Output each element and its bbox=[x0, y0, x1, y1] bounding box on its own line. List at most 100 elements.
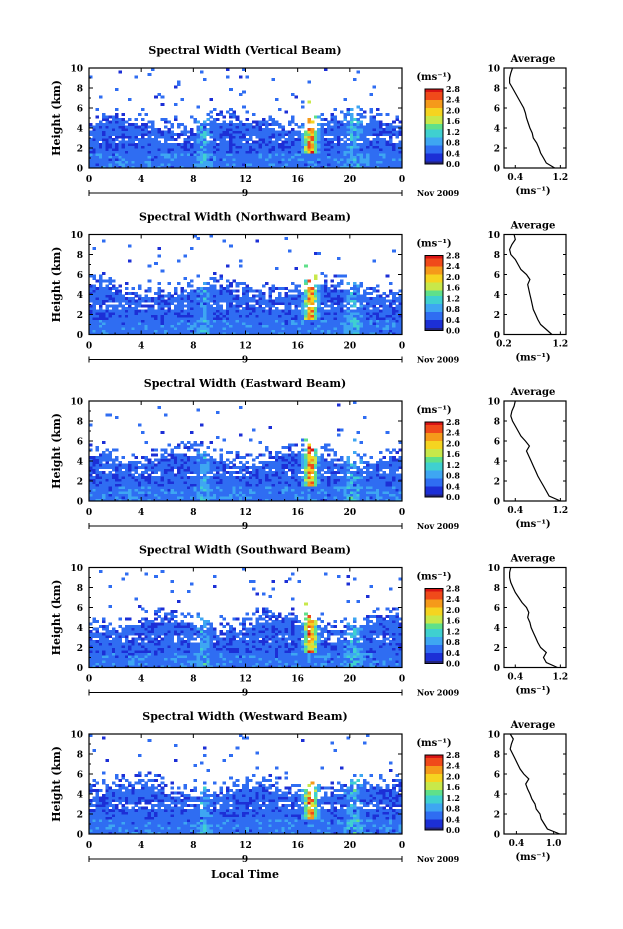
heatmap-cell bbox=[313, 252, 318, 255]
heatmap-cell bbox=[111, 307, 116, 310]
heatmap-cell bbox=[150, 304, 155, 308]
heatmap-cell bbox=[330, 165, 334, 169]
heatmap-cell bbox=[304, 155, 308, 159]
heatmap-cell bbox=[95, 493, 100, 497]
heatmap-cell bbox=[268, 314, 272, 318]
heatmap-cell bbox=[304, 289, 308, 293]
heatmap-cell bbox=[304, 143, 308, 146]
heatmap-cell bbox=[398, 133, 403, 136]
heatmap-cell bbox=[388, 158, 393, 161]
heatmap-cell bbox=[268, 138, 272, 141]
heatmap-cell bbox=[118, 125, 122, 129]
heatmap-cell bbox=[225, 319, 230, 323]
heatmap-cell bbox=[173, 160, 178, 164]
heatmap-cell bbox=[225, 307, 230, 310]
heatmap-cell bbox=[147, 73, 152, 76]
heatmap-cell bbox=[216, 486, 220, 489]
heatmap-cell bbox=[92, 292, 96, 295]
heatmap-cell bbox=[163, 491, 168, 494]
heatmap-cell bbox=[284, 483, 289, 487]
heatmap-cell bbox=[190, 130, 194, 134]
heatmap-cell bbox=[274, 478, 279, 482]
heatmap-cell bbox=[160, 312, 165, 315]
heatmap-cell bbox=[268, 143, 272, 146]
heatmap-cell bbox=[229, 165, 233, 169]
heatmap-cell bbox=[134, 309, 139, 313]
heatmap-cell bbox=[248, 153, 253, 156]
heatmap-cell bbox=[265, 133, 269, 136]
heatmap-cell bbox=[144, 478, 148, 482]
heatmap-cell bbox=[284, 237, 289, 240]
heatmap-cell bbox=[300, 476, 305, 479]
heatmap-cell bbox=[304, 481, 308, 484]
heatmap-cell bbox=[372, 85, 377, 89]
heatmap-cell bbox=[154, 160, 158, 164]
heatmap-cell bbox=[150, 150, 155, 154]
heatmap-cell bbox=[219, 486, 223, 489]
heatmap-cell bbox=[261, 138, 266, 141]
heatmap-cell bbox=[320, 294, 325, 298]
heatmap-cell bbox=[118, 153, 122, 156]
heatmap-cell bbox=[144, 483, 148, 487]
heatmap-cell bbox=[225, 327, 230, 330]
heatmap-cell bbox=[232, 466, 237, 469]
heatmap-cell bbox=[268, 160, 272, 164]
heatmap-cell bbox=[268, 155, 272, 159]
heatmap-cell bbox=[392, 163, 396, 166]
heatmap-cell bbox=[248, 317, 253, 320]
heatmap-cell bbox=[343, 123, 347, 126]
heatmap-cell bbox=[287, 498, 292, 502]
heatmap-cell bbox=[196, 130, 201, 134]
heatmap-cell bbox=[170, 453, 175, 457]
heatmap-cell bbox=[268, 496, 272, 499]
heatmap-cell bbox=[98, 322, 103, 325]
heatmap-cell bbox=[131, 123, 135, 126]
heatmap-cell bbox=[349, 153, 354, 156]
heatmap-cell bbox=[98, 458, 103, 462]
heatmap-cell bbox=[278, 125, 282, 129]
heatmap-cell bbox=[271, 456, 276, 459]
heatmap-cell bbox=[238, 264, 243, 268]
heatmap-cell bbox=[173, 456, 178, 459]
heatmap-cell bbox=[255, 466, 259, 469]
heatmap-cell bbox=[222, 478, 227, 482]
heatmap-cell bbox=[258, 150, 263, 154]
heatmap-cell bbox=[199, 483, 204, 487]
heatmap-cell bbox=[196, 443, 201, 447]
heatmap-cell bbox=[388, 148, 393, 151]
heatmap-cell bbox=[183, 309, 188, 313]
heatmap-cell bbox=[170, 491, 175, 494]
heatmap-cell bbox=[154, 498, 158, 502]
heatmap-cell bbox=[382, 163, 386, 166]
heatmap-cell bbox=[242, 292, 246, 295]
heatmap-cell bbox=[245, 304, 250, 308]
heatmap-cell bbox=[216, 292, 220, 295]
heatmap-cell bbox=[134, 312, 139, 315]
heatmap-cell bbox=[349, 312, 354, 315]
heatmap-cell bbox=[124, 312, 129, 315]
heatmap-cell bbox=[115, 150, 119, 154]
colorbar-segment bbox=[425, 91, 443, 95]
heatmap-cell bbox=[137, 130, 142, 134]
heatmap-cell bbox=[196, 163, 201, 166]
heatmap-cell bbox=[134, 123, 139, 126]
heatmap-cell bbox=[180, 133, 184, 136]
heatmap-cell bbox=[307, 100, 312, 104]
heatmap-cell bbox=[98, 289, 103, 293]
heatmap-cell bbox=[323, 317, 328, 320]
heatmap-cell bbox=[183, 478, 188, 482]
heatmap-cell bbox=[274, 327, 279, 330]
heatmap-cell bbox=[183, 443, 188, 447]
heatmap-cell bbox=[229, 113, 233, 116]
heatmap-cell bbox=[287, 163, 292, 166]
heatmap-cell bbox=[238, 322, 243, 325]
heatmap-cell bbox=[346, 108, 351, 111]
heatmap-cell bbox=[333, 274, 338, 278]
heatmap-cell bbox=[115, 292, 119, 295]
heatmap-cell bbox=[252, 148, 256, 151]
heatmap-cell bbox=[147, 143, 152, 146]
heatmap-cell bbox=[333, 125, 338, 129]
heatmap-cell bbox=[271, 327, 276, 330]
heatmap-cell bbox=[255, 128, 259, 131]
heatmap-cell bbox=[225, 483, 230, 487]
